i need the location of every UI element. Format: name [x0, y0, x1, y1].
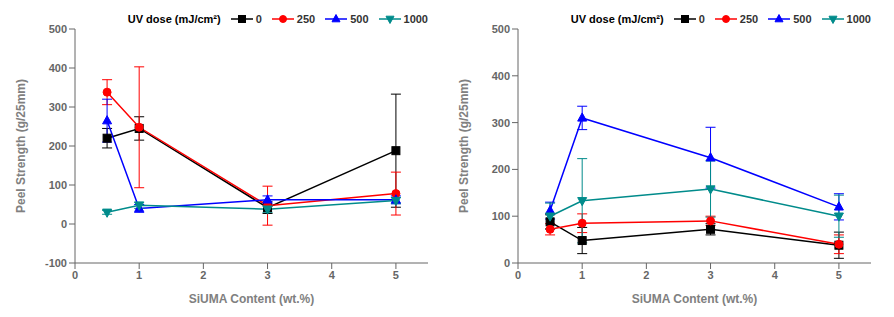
- svg-text:200: 200: [492, 163, 510, 175]
- html-text:UV dose (mJ/cm²): UV dose (mJ/cm²): [127, 13, 221, 25]
- svg-text:0: 0: [504, 257, 510, 269]
- html-text:1000: 1000: [846, 13, 871, 25]
- html-text:0: 0: [255, 13, 262, 25]
- svg-text:4: 4: [772, 269, 779, 281]
- svg-text:3: 3: [707, 269, 713, 281]
- svg-text:0: 0: [515, 269, 521, 281]
- svg-text:-100: -100: [45, 257, 67, 269]
- svg-text:500: 500: [492, 23, 510, 35]
- html-text:0: 0: [698, 13, 705, 25]
- html-text:250: 250: [739, 13, 759, 25]
- svg-text:300: 300: [49, 101, 67, 113]
- svg-text:SiUMA Content (wt.%): SiUMA Content (wt.%): [632, 292, 758, 306]
- html-text:250: 250: [296, 13, 316, 25]
- svg-text:0: 0: [61, 218, 67, 230]
- svg-text:3: 3: [264, 269, 270, 281]
- svg-text:200: 200: [49, 140, 67, 152]
- svg-text:SiUMA Content (wt.%): SiUMA Content (wt.%): [189, 292, 315, 306]
- html-text:UV dose (mJ/cm²): UV dose (mJ/cm²): [570, 13, 664, 25]
- svg-text:100: 100: [492, 210, 510, 222]
- svg-text:300: 300: [492, 117, 510, 129]
- html-text:1000: 1000: [403, 13, 428, 25]
- svg-text:2: 2: [643, 269, 649, 281]
- svg-text:0: 0: [72, 269, 78, 281]
- svg-text:1: 1: [136, 269, 142, 281]
- svg-text:Peel Strength (g/25mm): Peel Strength (g/25mm): [457, 79, 471, 213]
- svg-text:5: 5: [393, 269, 399, 281]
- html-text:500: 500: [350, 13, 369, 25]
- svg-text:Peel Strength (g/25mm): Peel Strength (g/25mm): [14, 79, 28, 213]
- svg-text:500: 500: [49, 23, 67, 35]
- svg-text:2: 2: [200, 269, 206, 281]
- svg-text:400: 400: [49, 62, 67, 74]
- html-text:500: 500: [793, 13, 812, 25]
- svg-text:5: 5: [836, 269, 842, 281]
- svg-text:1: 1: [579, 269, 585, 281]
- svg-text:100: 100: [49, 179, 67, 191]
- svg-text:4: 4: [329, 269, 336, 281]
- svg-text:400: 400: [492, 70, 510, 82]
